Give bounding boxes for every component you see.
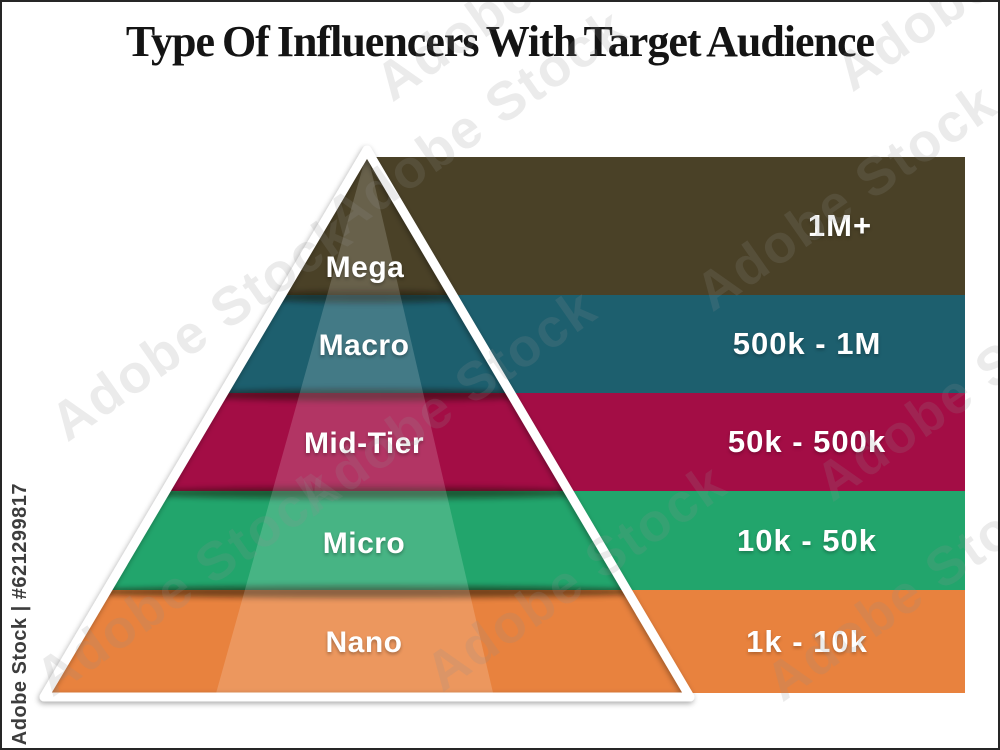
audience-value-nano: 1k - 10k bbox=[746, 623, 868, 659]
audience-value-mega: 1M+ bbox=[807, 208, 873, 243]
tier-divider-shadow bbox=[202, 389, 532, 401]
audience-value-macro: 500k - 1M bbox=[732, 326, 882, 361]
audience-value-mid-tier: 50k - 500k bbox=[727, 424, 887, 459]
tier-divider-shadow bbox=[142, 487, 592, 499]
band-mega: 1M+ bbox=[362, 157, 965, 295]
tier-label-macro: Macro bbox=[318, 329, 410, 362]
page-title: Type Of Influencers With Target Audience bbox=[125, 17, 875, 66]
audience-value-micro: 10k - 50k bbox=[737, 522, 877, 558]
stock-id-watermark: Adobe Stock | #621299817 bbox=[9, 482, 31, 745]
tier-divider-shadow bbox=[262, 291, 472, 303]
tier-label-mid-tier: Mid-Tier bbox=[303, 427, 425, 460]
tier-label-nano: Nano bbox=[325, 626, 403, 659]
tier-divider-shadow bbox=[82, 586, 652, 598]
tier-label-mega: Mega bbox=[325, 251, 405, 284]
tier-label-micro: Micro bbox=[322, 527, 406, 560]
pyramid-tier-nano bbox=[44, 590, 690, 697]
pyramid-outline bbox=[39, 145, 695, 702]
pyramid-light-beam bbox=[215, 152, 494, 697]
